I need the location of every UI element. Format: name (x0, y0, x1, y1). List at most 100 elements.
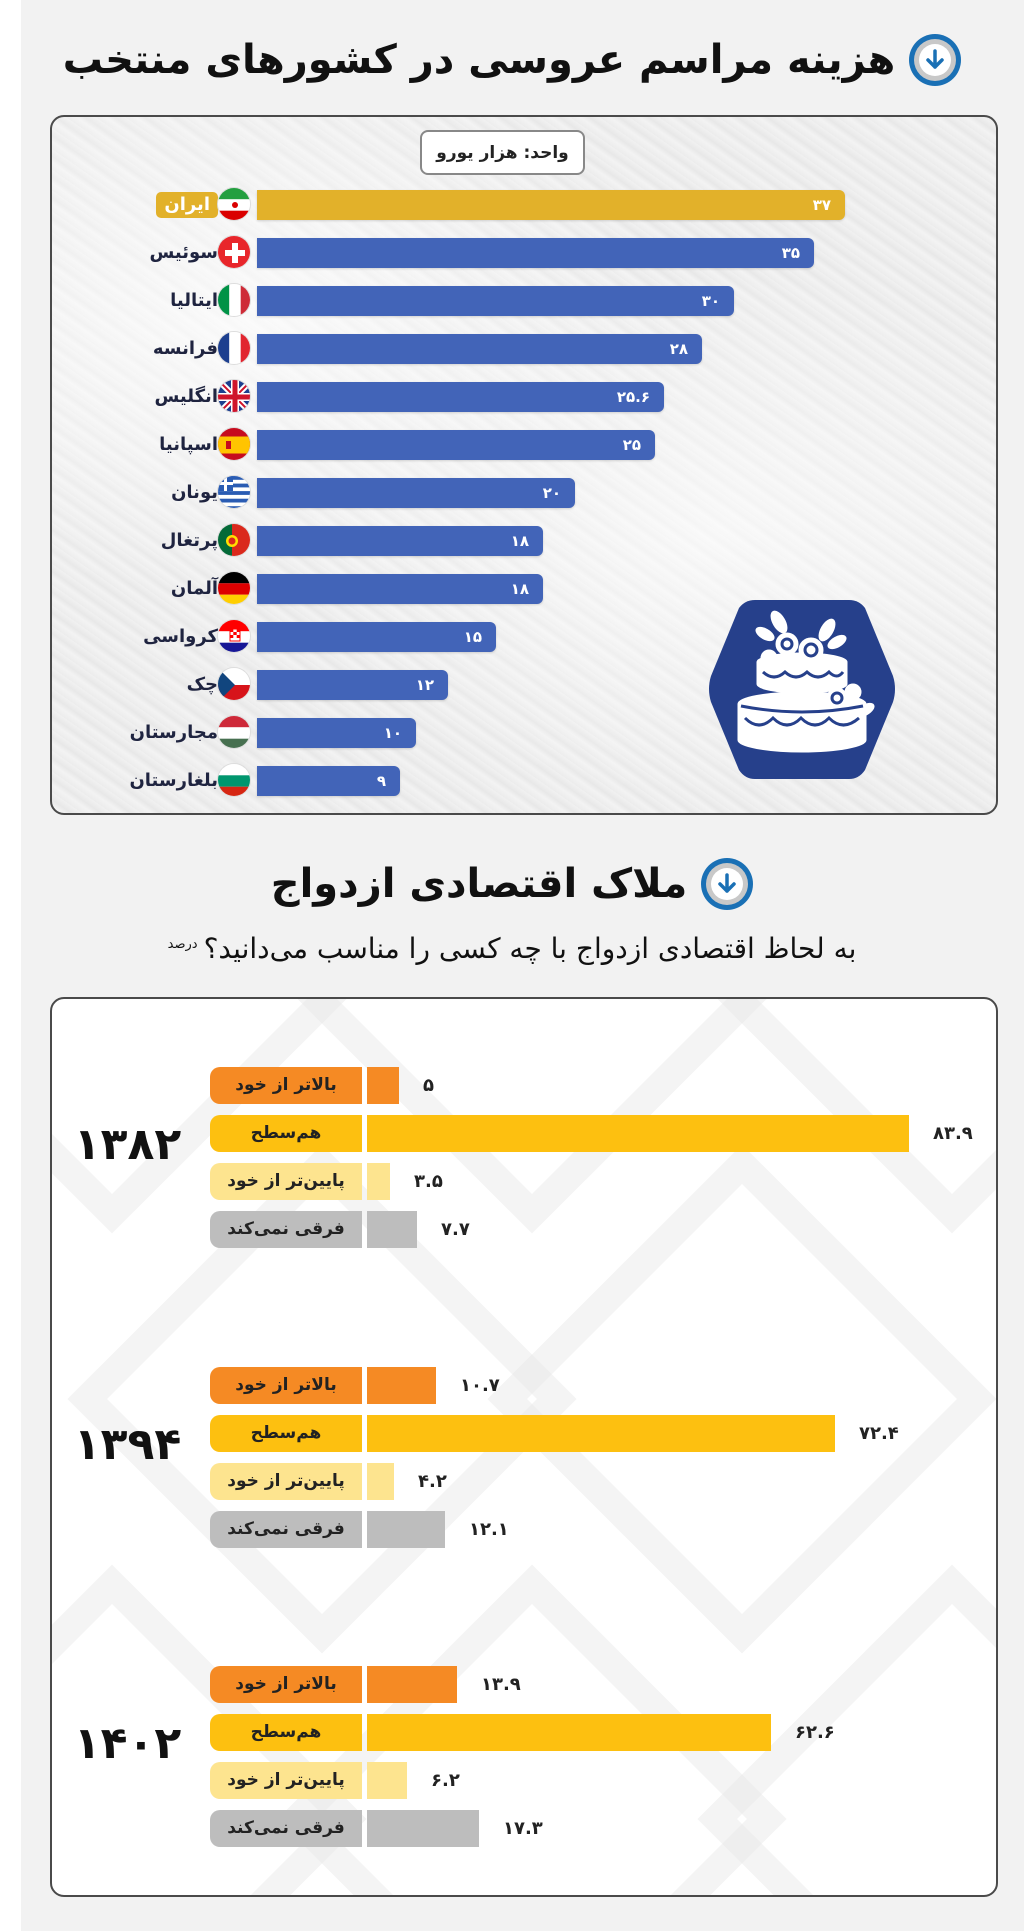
wedding-cake-icon (709, 600, 895, 779)
bar: ۲۸ (257, 334, 702, 364)
country-label: بلغارستان (129, 770, 218, 791)
bar (367, 1115, 909, 1152)
france-flag-icon (217, 331, 251, 365)
bar (367, 1211, 417, 1248)
section2-title: ملاک اقتصادی ازدواج (270, 861, 688, 907)
bar (367, 1463, 394, 1500)
bar-value: ۸۳.۹ (933, 1123, 973, 1144)
category-label: فرقی نمی‌کند (210, 1810, 362, 1847)
category-row: بالاتر از خود ۱۳.۹ (52, 1666, 996, 1703)
bar (367, 1762, 407, 1799)
bar-value: ۳۰ (701, 292, 720, 310)
country-label: سوئیس (149, 242, 218, 263)
country-label: کرواسی (143, 626, 218, 647)
country-label: یونان (171, 482, 218, 503)
croatia-flag-icon (217, 619, 251, 653)
category-label: بالاتر از خود (210, 1367, 362, 1404)
bar-value: ۹ (376, 772, 386, 790)
country-label: چک (186, 674, 218, 695)
bar-row-croatia: کرواسی ۱۵ (52, 619, 996, 653)
category-label: بالاتر از خود (210, 1067, 362, 1104)
bar-value: ۲۵ (622, 436, 641, 454)
bar-row-switzerland: سوئیس ۳۵ (52, 235, 996, 269)
bar-row-iran: ایران ۳۷ (52, 187, 996, 221)
bar-value: ۳.۵ (414, 1171, 443, 1192)
country-label: پرتغال (160, 530, 218, 551)
section2-heading: ملاک اقتصادی ازدواج (0, 858, 1024, 910)
bar: ۹ (257, 766, 400, 796)
percent-unit: درصد (167, 936, 198, 952)
switzerland-flag-icon (217, 235, 251, 269)
bar-value: ۳۷ (812, 196, 831, 214)
bar: ۲۰ (257, 478, 575, 508)
bar: ۱۰ (257, 718, 416, 748)
bar-value: ۱۲.۱ (469, 1519, 509, 1540)
bar-value: ۷۲.۴ (859, 1423, 899, 1444)
category-row: فرقی نمی‌کند ۷.۷ (52, 1211, 996, 1248)
bar-value: ۱۵ (463, 628, 482, 646)
bar: ۱۲ (257, 670, 448, 700)
category-label: بالاتر از خود (210, 1666, 362, 1703)
year-label: ۱۴۰۲ (73, 1718, 182, 1769)
category-row: هم‌سطح ۸۳.۹ (52, 1115, 996, 1152)
country-label: ایتالیا (170, 290, 218, 311)
category-row: فرقی نمی‌کند ۱۷.۳ (52, 1810, 996, 1847)
bar-row-hungary: مجارستان ۱۰ (52, 715, 996, 749)
category-label: پایین‌تر از خود (210, 1163, 362, 1200)
bar: ۲۵ (257, 430, 655, 460)
bar (367, 1511, 445, 1548)
bar-row-france: فرانسه ۲۸ (52, 331, 996, 365)
survey-question: به لحاظ اقتصادی ازدواج با چه کسی را مناس… (0, 932, 1024, 965)
category-label: هم‌سطح (210, 1714, 362, 1751)
category-label: هم‌سطح (210, 1115, 362, 1152)
category-row: بالاتر از خود ۱۰.۷ (52, 1367, 996, 1404)
bar-row-czech: چک ۱۲ (52, 667, 996, 701)
bar-value: ۱۷.۳ (503, 1818, 543, 1839)
category-row: هم‌سطح ۶۲.۶ (52, 1714, 996, 1751)
bar-value: ۵ (423, 1075, 434, 1096)
hungary-flag-icon (217, 715, 251, 749)
unit-label: واحد: هزار یورو (420, 130, 585, 175)
bar-value: ۴.۲ (418, 1471, 447, 1492)
country-label: مجارستان (129, 722, 218, 743)
marriage-criteria-chart: ۱۳۸۲ بالاتر از خود ۵ هم‌سطح ۸۳.۹ پایین‌تر از … (50, 997, 998, 1897)
bar (367, 1367, 436, 1404)
category-label: پایین‌تر از خود (210, 1762, 362, 1799)
bar-value: ۱۳.۹ (481, 1674, 521, 1695)
bar-value: ۶۲.۶ (795, 1722, 835, 1743)
category-label: پایین‌تر از خود (210, 1463, 362, 1500)
bar (367, 1067, 399, 1104)
portugal-flag-icon (217, 523, 251, 557)
uk-flag-icon (217, 379, 251, 413)
bar: ۲۵.۶ (257, 382, 664, 412)
year-label: ۱۳۹۴ (73, 1419, 182, 1470)
bar-value: ۱۲ (415, 676, 434, 694)
category-row: فرقی نمی‌کند ۱۲.۱ (52, 1511, 996, 1548)
italy-flag-icon (217, 283, 251, 317)
country-label: اسپانیا (159, 434, 218, 455)
country-label: ایران (156, 192, 218, 218)
year-label: ۱۳۸۲ (73, 1119, 182, 1170)
bar-value: ۲۵.۶ (616, 388, 650, 406)
bar-value: ۱۰ (383, 724, 402, 742)
bar: ۳۰ (257, 286, 734, 316)
bar (367, 1810, 479, 1847)
bar-row-greece: یونان ۲۰ (52, 475, 996, 509)
arrow-down-circle-icon (909, 34, 962, 86)
bar-value: ۲۰ (542, 484, 561, 502)
bar: ۳۷ (257, 190, 845, 220)
bar-row-portugal: پرتغال ۱۸ (52, 523, 996, 557)
bar-row-germany: آلمان ۱۸ (52, 571, 996, 605)
country-label: آلمان (170, 578, 218, 599)
bar-value: ۱۸ (510, 532, 529, 550)
category-row: هم‌سطح ۷۲.۴ (52, 1415, 996, 1452)
bar (367, 1163, 390, 1200)
bar-value: ۶.۲ (431, 1770, 460, 1791)
section1-title: هزینه مراسم عروسی در کشورهای منتخب (62, 37, 896, 83)
bar: ۳۵ (257, 238, 814, 268)
bar-value: ۱۸ (510, 580, 529, 598)
bar-value: ۳۵ (781, 244, 800, 262)
bar-row-italy: ایتالیا ۳۰ (52, 283, 996, 317)
bar (367, 1666, 457, 1703)
bar-value: ۱۰.۷ (460, 1375, 500, 1396)
